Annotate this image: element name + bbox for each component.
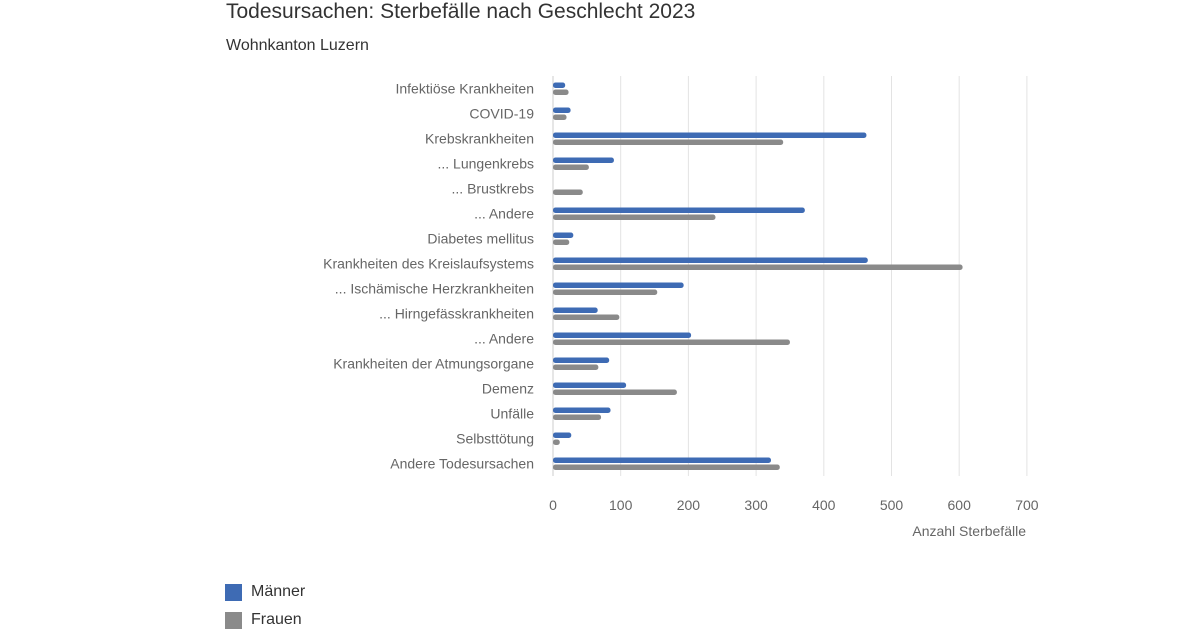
x-tick-label: 100 [609,497,633,513]
bar-frauen [553,389,677,395]
legend-swatch-frauen [225,611,242,629]
x-tick-label: 700 [1015,497,1039,513]
x-tick-label: 600 [948,497,972,513]
bar-maenner [553,432,572,438]
x-tick-label: 0 [549,497,557,513]
category-label: Infektiöse Krankheiten [395,81,534,97]
bar-frauen [553,214,716,220]
chart-subtitle: Wohnkanton Luzern [226,37,369,54]
bar-frauen [553,439,560,445]
bar-maenner [553,157,614,163]
bar-maenner [553,107,571,113]
category-label: Krebskrankheiten [425,131,534,147]
bar-frauen [553,89,569,95]
legend-item-frauen[interactable]: Frauen [225,606,305,634]
x-tick-label: 400 [812,497,836,513]
category-label: ... Ischämische Herzkrankheiten [335,281,534,297]
bar-maenner [553,357,610,363]
x-tick-label: 300 [744,497,768,513]
bar-maenner [553,82,566,88]
category-label: ... Andere [474,331,534,347]
bar-frauen [553,239,570,245]
legend-label-maenner: Männer [251,583,306,600]
category-label: Selbsttötung [456,431,534,447]
bar-frauen [553,364,599,370]
category-label: Demenz [482,381,534,397]
bar-maenner [553,257,868,263]
bar-maenner [553,382,627,388]
bar-chart: 0 100 200 300 400 500 600 700 Anzahl Sterbefälle… [323,76,1039,539]
bar-frauen [553,314,620,320]
x-tick-label: 200 [677,497,701,513]
bar-frauen [553,264,963,270]
legend-item-maenner[interactable]: Männer [225,578,305,606]
legend-label-frauen: Frauen [251,611,302,628]
category-label: Unfälle [490,406,534,422]
x-axis-title: Anzahl Sterbefälle [912,523,1026,539]
x-tick-label: 500 [880,497,904,513]
bar-frauen [553,339,790,345]
bar-maenner [553,332,692,338]
category-label: Diabetes mellitus [427,231,534,247]
bar-frauen [553,414,602,420]
bar-maenner [553,457,771,463]
category-label: ... Andere [474,206,534,222]
bar-maenner [553,307,598,313]
legend: Männer Frauen [225,578,305,634]
bar-maenner [553,407,611,413]
category-label: ... Hirngefässkrankheiten [379,306,534,322]
legend-swatch-maenner [225,583,242,601]
bar-frauen [553,189,583,195]
bar-frauen [553,289,658,295]
bar-frauen [553,164,589,170]
chart-title: Todesursachen: Sterbefälle nach Geschlec… [226,0,696,23]
category-label: Krankheiten des Kreislaufsystems [323,256,534,272]
bar-maenner [553,207,805,213]
category-label: Andere Todesursachen [390,456,534,472]
bar-maenner [553,132,867,138]
category-label: Krankheiten der Atmungsorgane [333,356,534,372]
bar-maenner [553,282,684,288]
bar-maenner [553,232,574,238]
bar-frauen [553,139,784,145]
bar-frauen [553,114,567,120]
category-label: COVID-19 [469,106,534,122]
bar-frauen [553,464,780,470]
category-label: ... Brustkrebs [452,181,534,197]
category-label: ... Lungenkrebs [437,156,534,172]
